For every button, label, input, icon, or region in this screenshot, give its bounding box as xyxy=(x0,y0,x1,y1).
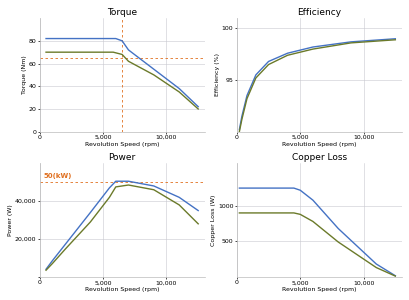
Y-axis label: Copper Loss (W): Copper Loss (W) xyxy=(211,194,216,246)
Y-axis label: Efficiency (%): Efficiency (%) xyxy=(215,53,220,96)
Text: 50(kW): 50(kW) xyxy=(43,173,72,179)
X-axis label: Revolution Speed (rpm): Revolution Speed (rpm) xyxy=(85,287,159,292)
Title: Torque: Torque xyxy=(107,8,137,17)
X-axis label: Revolution Speed (rpm): Revolution Speed (rpm) xyxy=(85,142,159,146)
Title: Efficiency: Efficiency xyxy=(297,8,340,17)
Title: Power: Power xyxy=(108,154,135,163)
X-axis label: Revolution Speed (rpm): Revolution Speed (rpm) xyxy=(281,287,356,292)
X-axis label: Revolution Speed (rpm): Revolution Speed (rpm) xyxy=(281,142,356,146)
Title: Copper Loss: Copper Loss xyxy=(291,154,346,163)
Y-axis label: Torque (Nm): Torque (Nm) xyxy=(22,56,27,94)
Y-axis label: Power (W): Power (W) xyxy=(8,204,13,236)
